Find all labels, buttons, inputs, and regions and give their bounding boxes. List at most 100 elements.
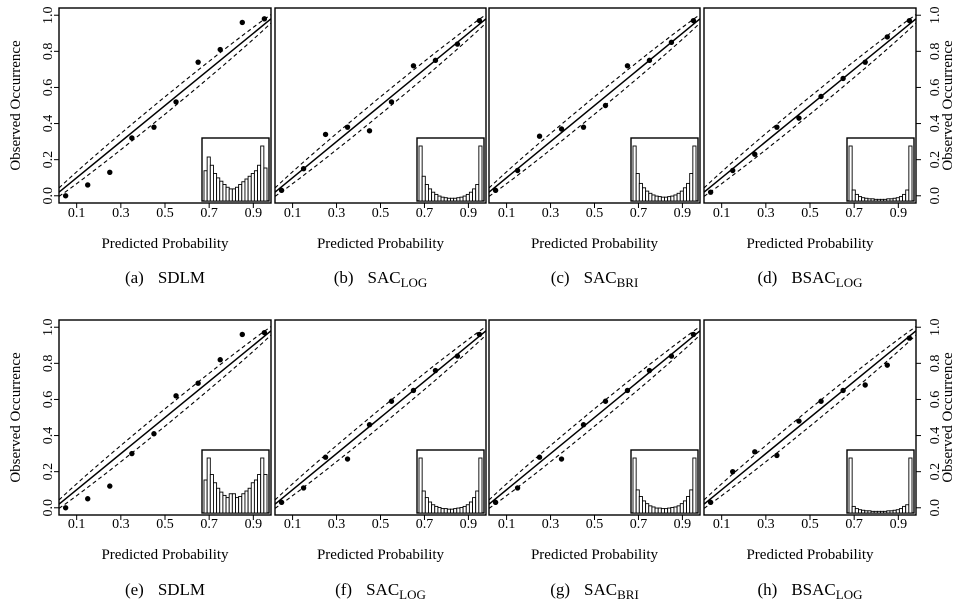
histogram-bar (905, 189, 910, 202)
histogram-bar (676, 192, 681, 202)
data-point (344, 456, 351, 462)
x-tick-label: 0.1 (713, 517, 731, 532)
data-point (624, 387, 631, 394)
histogram-bar (632, 145, 637, 202)
x-tick-label: 0.1 (498, 517, 516, 532)
caption-label: (h) (758, 580, 778, 599)
histogram-bar (873, 510, 878, 514)
reference-lines (704, 326, 916, 509)
data-point (514, 167, 521, 174)
caption-method: SDLM (158, 268, 205, 287)
histogram-bar (443, 508, 448, 514)
y-tick-label: 0.2 (928, 463, 943, 481)
data-point (884, 34, 890, 40)
y-tick-label: 1.0 (41, 6, 56, 24)
x-tick-label: 0.5 (372, 206, 390, 221)
histogram-bar (456, 197, 461, 202)
panel-caption: (h) BSACLOG (758, 580, 863, 602)
caption-label: (f) (335, 580, 352, 599)
histogram-bar (682, 500, 688, 514)
panel-caption: (f) SACLOG (335, 580, 426, 602)
inset-frame (846, 137, 915, 202)
histogram-bar (635, 489, 640, 514)
x-tick-label: 0.3 (542, 517, 560, 532)
data-point (752, 449, 758, 455)
histogram-bar (864, 510, 869, 514)
x-tick-label: 0.1 (284, 206, 302, 221)
reference-lines (59, 14, 271, 197)
data-point (536, 454, 543, 460)
histogram-bar (864, 197, 869, 202)
histogram-bar (902, 505, 907, 514)
data-point (322, 131, 329, 138)
panel-caption: (a) SDLM (125, 268, 205, 287)
histogram-bar (241, 493, 246, 514)
panel-caption: (e) SDLM (125, 580, 205, 599)
histogram-bar (673, 194, 678, 202)
data-point (454, 41, 461, 47)
caption-method: SDLM (158, 580, 205, 599)
histogram-bar (851, 505, 856, 514)
histogram-bar (654, 507, 659, 514)
histogram-bar (895, 509, 900, 514)
data-point (536, 133, 543, 139)
histogram-bar (478, 457, 483, 514)
data-point (261, 329, 268, 336)
histogram-bar (472, 497, 477, 514)
histogram-bar (883, 510, 888, 514)
histogram-bar (257, 164, 262, 202)
panel-e: 0.1 0.3 0.5 0.7 0.9 Predicted Probability 0.0 0… (8, 318, 272, 599)
data-point (151, 431, 157, 437)
histogram-bar (642, 500, 647, 514)
histogram-bar (854, 508, 859, 514)
histogram-bar (667, 196, 672, 202)
data-point (602, 398, 609, 404)
caption-method: BSAC (791, 580, 835, 599)
data-point (129, 135, 135, 141)
caption-label: (c) (551, 268, 570, 287)
histogram-bar (424, 184, 429, 202)
caption-subscript: LOG (401, 275, 428, 290)
inset-histogram (416, 449, 485, 514)
histogram-bar (219, 180, 224, 202)
x-tick-label: 0.7 (416, 517, 434, 532)
histogram-bar (861, 197, 866, 202)
histogram-bar (664, 196, 669, 202)
x-axis-label: Predicted Probability (317, 547, 445, 563)
histogram-bar (651, 194, 656, 202)
data-point (322, 454, 329, 460)
x-tick-label: 0.5 (586, 517, 604, 532)
data-point (432, 367, 439, 374)
panel-d: 0.1 0.3 0.5 0.7 0.9 Predicted Probability 0.0 0… (703, 6, 956, 290)
caption-label: (a) (125, 268, 144, 287)
data-point (195, 380, 201, 386)
x-tick-label: 0.1 (498, 206, 516, 221)
caption-method: SAC (366, 580, 399, 599)
data-point (906, 335, 913, 341)
y-tick-label: 0.4 (41, 115, 56, 133)
histogram-bar (670, 195, 675, 202)
y-tick-label: 1.0 (41, 318, 56, 336)
data-point (410, 63, 417, 69)
data-point (752, 151, 758, 157)
panel-b: 0.1 0.3 0.5 0.7 0.9 Predicted Probability (b) S… (274, 7, 487, 290)
histogram-bar (462, 195, 467, 202)
histogram-bar (692, 457, 697, 514)
identity-line (489, 18, 700, 193)
histogram-bar (670, 507, 675, 514)
inset-histogram (416, 137, 485, 202)
inset-histogram (630, 449, 699, 514)
histogram-bar (645, 190, 650, 202)
histogram-bar (648, 505, 653, 514)
y-tick-label: 0.2 (41, 463, 56, 481)
histogram-bar (870, 510, 875, 514)
inset-histogram (201, 137, 270, 202)
x-tick-label: 0.7 (845, 206, 863, 221)
histogram-bar (428, 501, 433, 514)
identity-line (704, 330, 916, 505)
data-point (432, 57, 439, 64)
histogram-bar (889, 198, 894, 202)
histogram-bar (450, 197, 455, 202)
histogram-bar (434, 505, 439, 514)
histogram-bar (216, 177, 221, 202)
